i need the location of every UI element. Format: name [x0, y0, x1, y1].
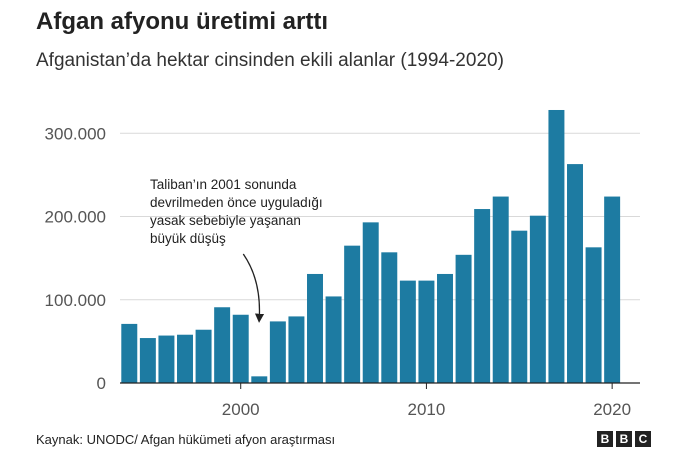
bar — [344, 245, 361, 383]
chart-title: Afgan afyonu üretimi arttı — [36, 8, 329, 35]
bars — [121, 109, 621, 384]
bar — [362, 222, 379, 383]
x-tick-label: 2010 — [408, 400, 446, 419]
annotation-arrow — [242, 253, 265, 323]
bar — [492, 196, 509, 383]
axes: 0 100.000 200.000 300.000 2000 2010 2020 — [45, 124, 640, 419]
bar — [214, 307, 231, 383]
bar — [251, 376, 268, 383]
bbc-logo: B B C — [597, 431, 651, 447]
bar — [437, 273, 453, 383]
y-tick-label: 200.000 — [45, 208, 106, 227]
bar — [139, 338, 156, 383]
bar — [269, 321, 286, 383]
bar — [177, 334, 193, 383]
bar — [511, 230, 528, 383]
bar — [158, 335, 175, 383]
bar — [548, 109, 565, 384]
y-tick-label: 100.000 — [45, 291, 106, 310]
bar — [325, 296, 342, 383]
bar — [399, 280, 416, 383]
bar — [307, 273, 323, 383]
source-note: Kaynak: UNODC/ Afgan hükümeti afyon araş… — [36, 432, 336, 447]
bar — [529, 215, 546, 383]
bar — [121, 323, 138, 383]
bbc-logo-letter: B — [597, 431, 613, 447]
x-tick-label: 2000 — [222, 400, 260, 419]
annotation-text-line: büyük düşüş — [150, 231, 226, 246]
bar — [455, 254, 472, 383]
bbc-logo-letter: B — [616, 431, 632, 447]
bar — [567, 164, 583, 383]
x-tick-label: 2020 — [593, 400, 631, 419]
bar — [604, 196, 621, 383]
annotation-text-line: yasak sebebiyle yaşanan — [150, 213, 301, 228]
bar — [381, 252, 398, 383]
bar — [418, 280, 435, 383]
bar — [474, 209, 491, 383]
bar — [195, 329, 212, 383]
y-tick-label: 300.000 — [45, 124, 106, 143]
bar — [288, 316, 305, 383]
annotation-text-line: Taliban’ın 2001 sonunda — [150, 177, 297, 192]
annotation: Taliban’ın 2001 sonunda devrilmeden önce … — [150, 177, 323, 323]
annotation-text-line: devrilmeden önce uyguladığı — [150, 195, 323, 210]
chart-subtitle: Afganistan’da hektar cinsinden ekili ala… — [36, 50, 504, 71]
y-tick-label: 0 — [97, 374, 106, 393]
bar — [232, 314, 249, 383]
bbc-logo-letter: C — [635, 431, 651, 447]
bar — [585, 247, 602, 383]
